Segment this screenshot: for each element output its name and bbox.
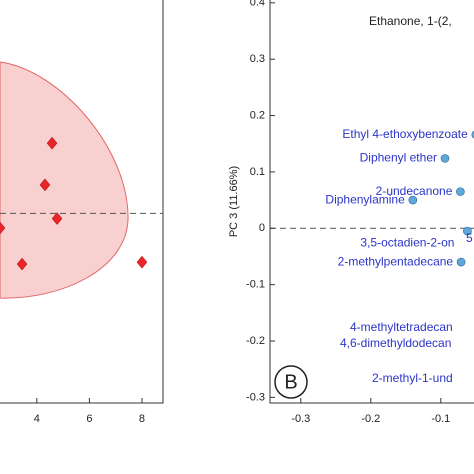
y-tick-label: -0.3 xyxy=(246,391,265,403)
point-label: Diphenylamine xyxy=(325,192,405,206)
point-label: Diphenyl ether xyxy=(360,151,437,165)
point xyxy=(0,221,6,235)
y-tick-label: -0.1 xyxy=(246,279,265,291)
y-tick-label: 0.4 xyxy=(250,0,265,9)
x-tick-label: 4 xyxy=(34,413,40,425)
point xyxy=(471,130,474,139)
x-tick-label: -0.2 xyxy=(361,413,380,425)
left-plot-frame xyxy=(0,0,164,404)
panel-label: B xyxy=(284,371,297,393)
annotation: 2-methyl-1-und xyxy=(372,371,453,385)
annotation: 4-methyltetradecan xyxy=(350,320,453,334)
y-tick-label: 0 xyxy=(259,222,265,234)
point-label: 2-undecanone xyxy=(376,184,453,198)
point xyxy=(408,195,418,205)
point xyxy=(16,257,28,271)
confidence-region xyxy=(0,61,129,299)
point xyxy=(136,255,148,269)
point xyxy=(440,154,450,163)
point-label: 3,5-octadien-2-on xyxy=(360,235,454,249)
annotation: 4,6-dimethyldodecan xyxy=(340,336,451,350)
point xyxy=(456,187,465,196)
y-tick-label: 0.2 xyxy=(250,109,265,121)
x-tick-label: 8 xyxy=(139,413,145,425)
annotation: Ethanone, 1-(2, xyxy=(369,14,452,28)
annotation: 5 xyxy=(466,231,473,245)
panel-label-circle xyxy=(274,365,308,399)
point xyxy=(39,178,51,192)
y-tick-label: 0.3 xyxy=(250,53,265,65)
x-tick-label: -0.3 xyxy=(291,413,310,425)
point xyxy=(463,226,472,236)
right-plot-frame xyxy=(269,0,474,404)
point-label: Ethyl 4-ethoxybenzoate xyxy=(342,127,468,141)
point xyxy=(456,257,466,267)
x-tick-label: -0.1 xyxy=(431,413,450,425)
y-axis-label: PC 3 (11.66%) xyxy=(228,166,240,237)
x-tick-label: 6 xyxy=(86,413,92,425)
point-label: 2-methylpentadecane xyxy=(338,254,454,268)
y-tick-label: -0.2 xyxy=(246,335,265,347)
y-tick-label: 0.1 xyxy=(250,166,265,178)
point xyxy=(46,136,58,150)
point xyxy=(51,212,63,225)
